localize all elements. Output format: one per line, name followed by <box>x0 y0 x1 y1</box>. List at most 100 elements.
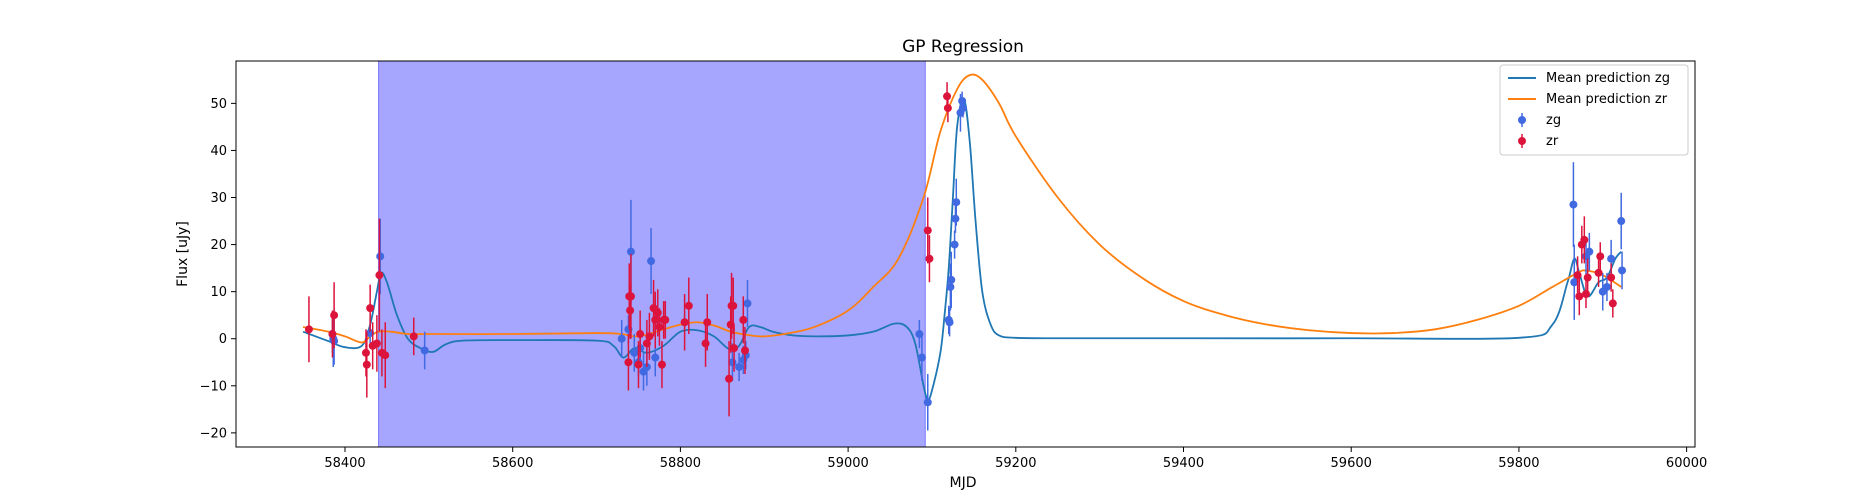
point-zg <box>946 282 955 291</box>
point-zr <box>661 315 670 324</box>
point-zg <box>1585 247 1594 256</box>
legend-label-zr-line: Mean prediction zr <box>1546 92 1668 107</box>
x-tick-label: 58600 <box>492 456 533 471</box>
point-zr <box>1596 252 1605 261</box>
point-zr <box>372 339 381 348</box>
y-tick-label: −20 <box>200 426 227 441</box>
point-zr <box>409 332 418 341</box>
point-zr <box>701 339 710 348</box>
point-zg <box>950 240 959 249</box>
y-tick-label: 10 <box>210 285 227 300</box>
point-zg <box>923 398 932 407</box>
y-tick-label: −10 <box>200 379 227 394</box>
shaded-span <box>378 61 926 447</box>
legend-marker-zr <box>1518 137 1526 145</box>
point-zg <box>1569 200 1578 209</box>
x-axis-ticks: 58400 58600 58800 59000 59200 59400 59600 59800… <box>324 447 1707 471</box>
x-tick-label: 59800 <box>1498 456 1539 471</box>
point-zr <box>624 358 633 367</box>
point-zg <box>647 257 656 266</box>
point-zr <box>1583 273 1592 282</box>
point-zr <box>730 344 739 353</box>
series-zr <box>304 82 1617 417</box>
point-zr <box>1607 273 1616 282</box>
point-zg <box>1617 217 1626 226</box>
point-zr <box>366 304 375 313</box>
point-zr <box>739 315 748 324</box>
point-zr <box>729 301 738 310</box>
point-zg <box>945 318 954 327</box>
point-zr <box>943 92 952 101</box>
chart-title: GP Regression <box>902 37 1024 57</box>
point-zr <box>626 292 635 301</box>
point-zr <box>362 360 371 369</box>
point-zr <box>703 318 712 327</box>
shaded-region-layer <box>378 61 926 447</box>
point-zr <box>1581 290 1590 299</box>
legend-box <box>1499 64 1689 156</box>
x-tick-label: 58400 <box>324 456 365 471</box>
point-zr <box>684 301 693 310</box>
point-zr <box>653 308 662 317</box>
point-zg <box>651 353 660 362</box>
x-axis-label: MJD <box>950 475 977 491</box>
point-zr <box>330 311 339 320</box>
point-zr <box>943 104 952 113</box>
mean-prediction-lines <box>302 73 1622 401</box>
point-zr <box>1608 299 1617 308</box>
point-zr <box>636 330 645 339</box>
mean-line-zr <box>302 73 1622 344</box>
point-zr <box>1594 268 1603 277</box>
y-tick-label: 30 <box>210 191 227 206</box>
point-zg <box>1570 278 1579 287</box>
point-zg <box>952 198 961 207</box>
point-zg <box>958 97 967 106</box>
legend-label-zr-points: zr <box>1546 134 1559 149</box>
point-zr <box>725 374 734 383</box>
point-zg <box>420 346 429 355</box>
point-zg <box>958 104 967 113</box>
point-zr <box>657 360 666 369</box>
point-zr <box>1573 271 1582 280</box>
y-tick-label: 20 <box>210 238 227 253</box>
y-axis-ticks: −20 −10 0 10 20 30 40 50 <box>200 97 236 441</box>
y-tick-label: 50 <box>210 97 227 112</box>
point-zr <box>361 348 370 357</box>
point-zg <box>626 247 635 256</box>
point-zg <box>951 214 960 223</box>
point-zg <box>617 334 626 343</box>
x-tick-label: 59000 <box>827 456 868 471</box>
point-zg <box>376 252 385 261</box>
point-zr <box>1575 292 1584 301</box>
point-zr <box>655 322 664 331</box>
point-zr <box>680 318 689 327</box>
point-zr <box>626 306 635 315</box>
point-zr <box>634 360 643 369</box>
observation-points <box>304 82 1627 431</box>
y-tick-label: 40 <box>210 144 227 159</box>
point-zr <box>645 332 654 341</box>
point-zr <box>304 325 313 334</box>
point-zg <box>743 299 752 308</box>
legend-marker-zg <box>1518 116 1526 124</box>
plot-frame <box>235 60 1696 448</box>
point-zg <box>917 353 926 362</box>
point-zg <box>735 362 744 371</box>
x-tick-label: 58800 <box>660 456 701 471</box>
point-zg <box>1602 282 1611 291</box>
x-tick-label: 59400 <box>1163 456 1204 471</box>
legend-label-zg-points: zg <box>1546 113 1561 128</box>
point-zr <box>923 226 932 235</box>
x-tick-label: 59200 <box>995 456 1036 471</box>
legend-label-zg-line: Mean prediction zg <box>1546 71 1670 86</box>
point-zg <box>947 275 956 284</box>
y-axis-label: Flux [uJy] <box>175 221 191 287</box>
mean-line-zg <box>302 97 1622 401</box>
point-zr <box>1580 235 1589 244</box>
point-zr <box>925 254 934 263</box>
point-zr <box>328 330 337 339</box>
point-zr <box>740 346 749 355</box>
x-tick-label: 59600 <box>1331 456 1372 471</box>
point-zr <box>381 351 390 360</box>
